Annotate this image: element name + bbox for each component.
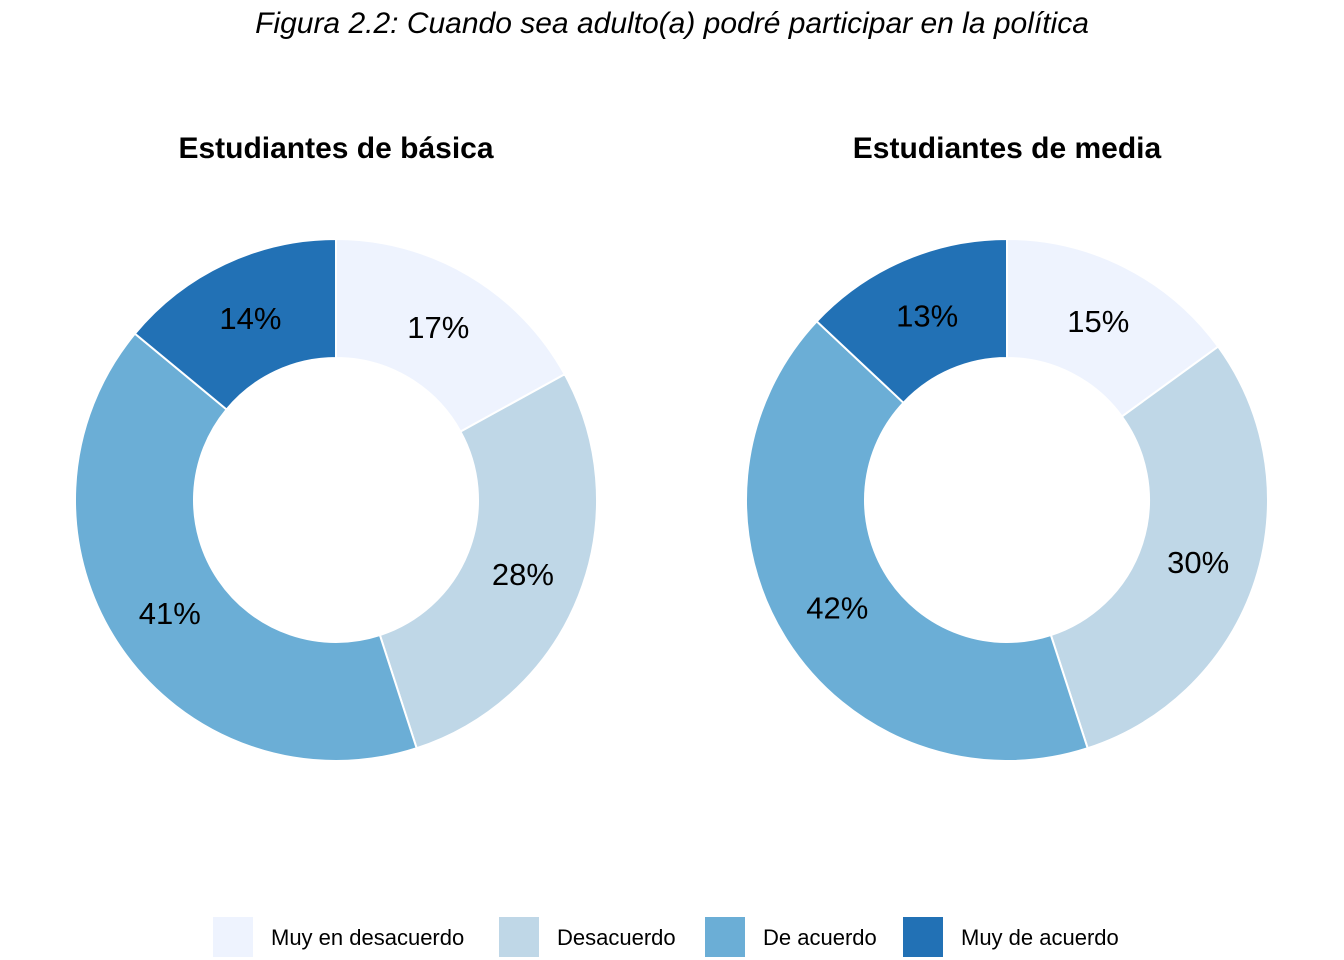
slice-basica-muy-en-desacuerdo [335,237,567,433]
legend-label-desacuerdo: Desacuerdo [557,925,676,950]
data-label-basica-muy-de-acuerdo: 14% [219,301,281,336]
panel-media: Estudiantes de media 15% 30% 42% 13% [745,132,1269,762]
slice-basica-de-acuerdo [74,332,418,762]
data-label-media-desacuerdo: 30% [1167,545,1229,580]
legend: Muy en desacuerdo Desacuerdo De acuerdo … [213,917,1119,957]
legend-label-muy-en-desacuerdo: Muy en desacuerdo [271,925,464,950]
panel-basica: Estudiantes de básica 17% 28% 41% 14% [74,132,598,762]
legend-label-muy-de-acuerdo: Muy de acuerdo [961,925,1119,950]
figure-title: Figura 2.2: Cuando sea adulto(a) podré p… [255,7,1089,40]
slice-basica-muy-de-acuerdo [133,237,337,411]
slice-media-desacuerdo [1049,345,1269,750]
slice-media-muy-en-desacuerdo [1006,237,1220,418]
legend-swatch-desacuerdo [499,917,539,957]
slices-media [745,237,1269,762]
legend-swatch-muy-de-acuerdo [903,917,943,957]
labels-media: 15% 30% 42% 13% [806,299,1229,626]
slice-media-muy-de-acuerdo [815,237,1008,405]
slice-media-de-acuerdo [745,319,1089,762]
slices-basica [74,237,598,762]
slice-basica-desacuerdo [378,372,598,750]
data-label-basica-muy-en-desacuerdo: 17% [407,310,469,345]
data-label-media-de-acuerdo: 42% [806,591,868,626]
data-label-basica-desacuerdo: 28% [492,557,554,592]
panel-title-media: Estudiantes de media [853,132,1162,165]
data-label-media-muy-de-acuerdo: 13% [896,299,958,334]
legend-swatch-muy-en-desacuerdo [213,917,253,957]
labels-basica: 17% 28% 41% 14% [139,301,554,631]
legend-label-de-acuerdo: De acuerdo [763,925,877,950]
data-label-basica-de-acuerdo: 41% [139,596,201,631]
panel-title-basica: Estudiantes de básica [178,132,493,165]
legend-swatch-de-acuerdo [705,917,745,957]
data-label-media-muy-en-desacuerdo: 15% [1067,304,1129,339]
